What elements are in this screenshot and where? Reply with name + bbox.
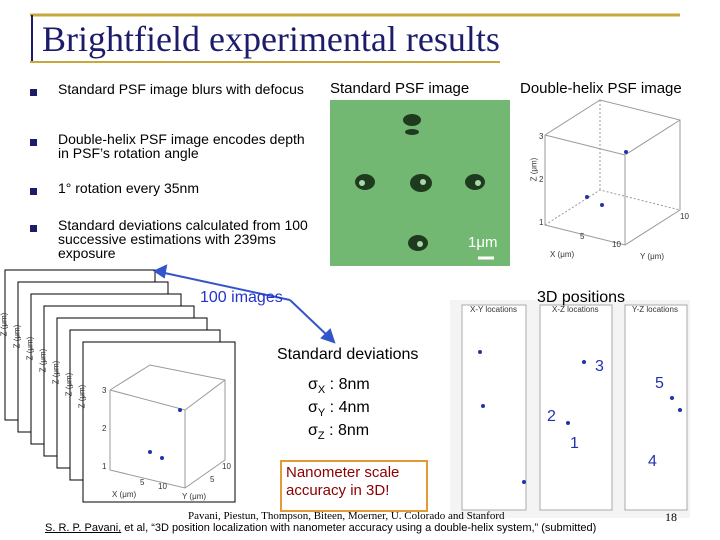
sigma: σ [308,399,318,416]
panel-title: X-Z locations [552,305,599,314]
stack-axis-label: Z (μm) [64,372,74,397]
scale-bar-label: 1μm [468,234,498,251]
citation-text: et al, “3D position localization with na… [121,522,597,534]
tick-label: 5 [210,475,215,484]
tick-label: 3 [102,386,107,395]
slide-title: Brightfield experimental results [42,19,500,59]
arrows [152,264,336,344]
position-marker: 3 [595,358,604,375]
axis: Z [317,430,325,443]
tick-label: 2 [102,424,107,433]
axis-label: X (μm) [112,490,137,499]
position-marker: 2 [547,408,556,425]
axis: Y [317,407,326,420]
tick-label: 10 [612,240,621,249]
tick-label: 1 [102,462,107,471]
tick-label: 3 [539,132,544,141]
tick-label: 10 [158,482,167,491]
stack-axis-label: Z (μm) [38,348,48,373]
stack-axis-label: Z (μm) [0,312,9,337]
sigma: σ [308,422,318,439]
tick-label: 1 [539,218,544,227]
bullet-marker [30,89,37,96]
position-marker: 1 [570,435,579,452]
stack-axis-label: Z (μm) [77,384,87,409]
citation-author: S. R. P. Pavani, [45,522,122,534]
bullet: Standard PSF image blurs with defocus [58,81,304,97]
tick-label: 5 [580,232,585,241]
citation: S. R. P. Pavani, et al, “3D position loc… [45,522,596,534]
stack-axis-label: Z (μm) [51,360,61,385]
positions-label: 3D positions [537,289,626,306]
bullet: 1° rotation every 35nm [58,180,200,196]
sigma: σ [308,376,318,393]
axis: X [317,384,326,397]
axis-label: Y (μm) [182,492,207,501]
deviation: σY : 4nm [308,399,370,419]
psf-highlights [359,179,481,247]
panel-title: X-Y locations [470,305,517,314]
deviations-title: Standard deviations [277,346,419,363]
axis-label: Z (μm) [529,157,539,182]
bullet: Double-helix PSF image encodes depth in … [58,131,305,161]
front-points [148,408,182,460]
position-marker: 4 [648,453,657,470]
image-label: Standard PSF image [330,80,470,97]
axis-label: X (μm) [550,250,575,259]
image-label: Double-helix PSF image [520,80,682,97]
bullet-marker [30,188,37,195]
deviation: σX : 8nm [308,376,370,396]
deviation-value: : 8nm [329,376,370,393]
dh-cube [544,99,681,246]
dh-points [585,150,628,207]
tick-label: 5 [140,478,145,487]
bullet-marker [30,225,37,232]
page-number: 18 [665,510,677,524]
stack-axis-label: Z (μm) [12,324,22,349]
tick-label: 10 [680,212,689,221]
position-panels [461,304,688,511]
tick-label: 2 [539,175,544,184]
bullet: Standard deviations calculated from 100 … [58,217,308,261]
panel-title: Y-Z locations [632,305,678,314]
deviation-value: : 8nm [329,422,370,439]
credit: Pavani, Piestun, Thompson, Biteen, Moern… [188,510,505,522]
front-cube [109,364,226,489]
callout: Nanometer scale accuracy in 3D! [280,460,428,512]
dh-plot [520,98,690,266]
position-points [478,350,682,484]
stack-axis-label: Z (μm) [25,336,35,361]
deviation: σZ : 8nm [308,422,369,442]
axis-label: Y (μm) [640,252,665,261]
position-marker: 5 [655,375,664,392]
deviation-value: : 4nm [329,399,370,416]
tick-label: 10 [222,462,231,471]
bullet-marker [30,139,37,146]
stack-label: 100 images [200,289,283,306]
